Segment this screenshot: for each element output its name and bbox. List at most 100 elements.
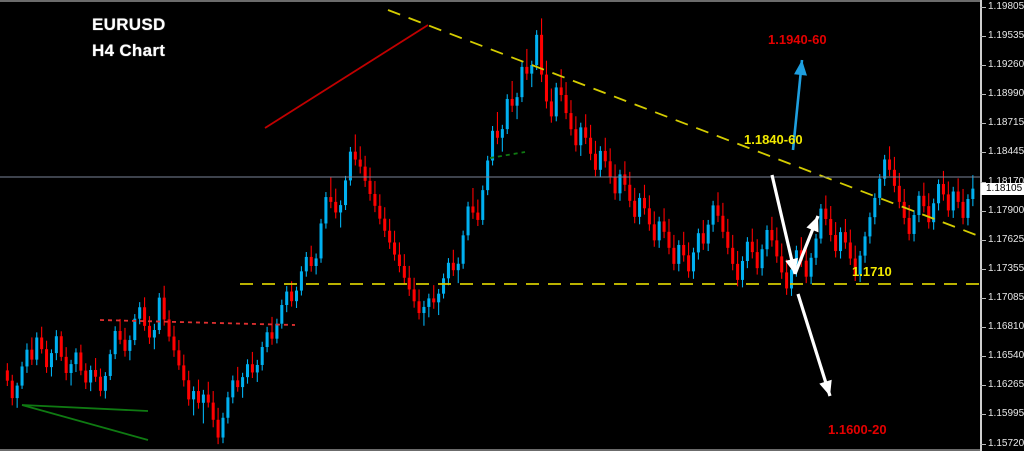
candle-body [167, 319, 171, 337]
candle-body [59, 336, 63, 357]
candle-body [814, 238, 818, 258]
candle-body [427, 298, 431, 307]
candle-body [476, 212, 480, 220]
candle-body [603, 150, 607, 162]
candle-body [206, 394, 210, 403]
candlestick-plot [0, 9, 990, 445]
candle-body [912, 215, 916, 234]
candle-body [961, 201, 965, 218]
candle-body [941, 184, 945, 195]
candle-body [358, 159, 362, 167]
candle-body [309, 256, 313, 267]
candle-body [334, 201, 338, 213]
arrow-pullback-down-arrow [770, 174, 798, 275]
candle-body [446, 262, 450, 279]
candle-body [554, 87, 558, 117]
candle-body [250, 364, 254, 373]
candle-body [84, 370, 88, 383]
candle-body [196, 391, 201, 403]
candle-body [15, 385, 19, 399]
candle-body [172, 336, 176, 351]
candle-body [638, 197, 642, 217]
annotation-resistance: 1.1840-60 [744, 132, 803, 147]
price-tick-label: 1.16540 [988, 349, 1024, 361]
chart-title-block: EURUSD H4 Chart [92, 12, 166, 64]
candle-body [402, 266, 406, 278]
price-tick [980, 385, 986, 387]
candle-body [486, 160, 490, 191]
candle-body [329, 197, 333, 202]
candle-body [299, 271, 303, 291]
rising-trendline [264, 24, 429, 129]
candle-body [79, 352, 83, 371]
candle-body [495, 130, 499, 138]
price-tick [980, 94, 986, 96]
candle-body [451, 262, 455, 271]
candle-body [642, 197, 646, 209]
candle-body [103, 375, 107, 391]
price-tick-label: 1.15995 [988, 408, 1024, 420]
candle-body [25, 349, 29, 367]
chart-plot-area[interactable] [0, 0, 990, 451]
candle-body [74, 352, 78, 365]
current-price-label: 1.18105 [981, 182, 1024, 195]
price-tick [980, 210, 986, 212]
candle-body [265, 332, 269, 348]
candle-body [755, 252, 759, 269]
candle-body [456, 263, 460, 271]
candle-body [461, 235, 465, 264]
candle-body [290, 291, 294, 302]
candle-body [226, 397, 230, 418]
candle-body [770, 229, 774, 241]
candle-body [589, 137, 593, 154]
candle-body [192, 391, 196, 400]
candle-body [598, 150, 602, 170]
candle-body [294, 290, 299, 302]
candle-body [94, 369, 98, 377]
price-tick-label: 1.19535 [988, 29, 1024, 41]
candle-body [662, 221, 666, 232]
candle-body [471, 206, 475, 213]
price-tick [980, 443, 986, 445]
candle-body [187, 380, 191, 400]
candle-body [785, 272, 789, 289]
candle-body [432, 298, 436, 303]
price-axis-line [980, 0, 982, 451]
candle-body [123, 339, 127, 351]
candle-body [525, 66, 529, 74]
candle-body [520, 66, 524, 98]
arrow-bearish-arrow [796, 293, 832, 397]
candle-body [393, 242, 397, 255]
candle-body [883, 159, 887, 179]
candle-body [138, 307, 142, 319]
price-tick-label: 1.17900 [988, 204, 1024, 216]
candle-body [324, 197, 328, 224]
price-tick [980, 123, 986, 125]
price-tick [980, 414, 986, 416]
chart-top-border [0, 0, 1024, 2]
candle-body [579, 127, 583, 146]
green-wedge-lower [21, 404, 149, 441]
candle-body [623, 174, 627, 185]
candle-body [54, 336, 58, 354]
candle-body [417, 301, 421, 314]
candle-body [255, 364, 259, 373]
candle-body [5, 370, 9, 381]
candle-body [133, 318, 137, 341]
annotation-target-down: 1.1600-20 [828, 422, 887, 437]
candle-body [177, 350, 181, 366]
candle-body [412, 289, 416, 302]
price-axis[interactable]: 1.19805 1.19535 1.19260 1.18990 1.18715 1.184… [980, 0, 1024, 451]
candle-body [466, 206, 470, 236]
candle-body [834, 235, 838, 252]
price-tick [980, 297, 986, 299]
candle-body [902, 201, 906, 218]
candle-body [143, 307, 147, 326]
candle-body [946, 194, 950, 211]
candle-body [40, 337, 44, 350]
price-tick [980, 6, 986, 8]
candle-body [736, 263, 740, 280]
chart-bottom-border [0, 449, 1024, 451]
price-tick-label: 1.16810 [988, 321, 1024, 333]
